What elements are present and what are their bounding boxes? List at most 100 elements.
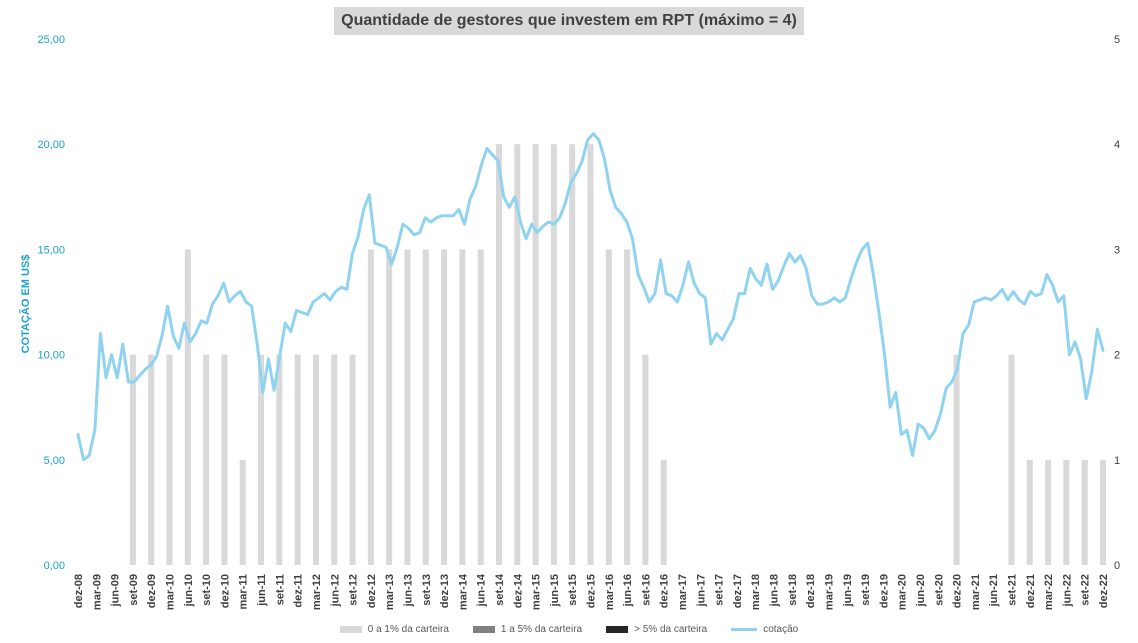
bar-0-set-12 <box>349 354 356 565</box>
legend-item-1-5: 1 a 5% da carteira <box>472 623 583 635</box>
x-tick-label: dez-11 <box>293 574 305 608</box>
bar-0-dez-12 <box>367 249 374 565</box>
x-tick-label: jun-18 <box>769 574 781 607</box>
bar-0-mar-14 <box>459 249 466 565</box>
bar-0-jun-13 <box>404 249 411 565</box>
bar-0-dez-14 <box>514 144 521 565</box>
bar-0-dez-10 <box>221 354 228 565</box>
left-axis-label: COTAÇÃO EM US$ <box>19 255 32 354</box>
legend-swatch-gray <box>472 625 495 633</box>
x-tick-label: dez-20 <box>952 574 964 608</box>
x-tick-label: set-19 <box>860 574 872 606</box>
x-tick-label: mar-19 <box>823 574 835 610</box>
legend-item-over-5: > 5% da carteira <box>606 624 707 635</box>
x-tick-label: set-17 <box>714 574 726 606</box>
x-tick-label: set-09 <box>128 574 140 606</box>
legend-swatch-light-gray <box>339 625 362 633</box>
left-tick-label: 20,00 <box>37 139 65 151</box>
x-tick-label: mar-13 <box>384 574 396 610</box>
bar-0-mar-10 <box>166 354 173 565</box>
x-tick-label: mar-17 <box>677 574 689 610</box>
bar-0-dez-16 <box>660 459 667 565</box>
bar-0-dez-20 <box>953 354 960 565</box>
x-tick-label: mar-12 <box>311 574 323 610</box>
right-tick-label: 2 <box>1114 350 1120 362</box>
bar-0-jun-12 <box>331 354 338 565</box>
legend-swatch-dark <box>606 625 629 633</box>
bar-0-dez-13 <box>441 249 448 565</box>
x-tick-label: dez-22 <box>1098 574 1110 608</box>
x-tick-label: mar-09 <box>91 574 103 610</box>
x-tick-label: dez-08 <box>73 574 85 608</box>
bar-0-set-22 <box>1081 459 1088 565</box>
legend-label: 1 a 5% da carteira <box>500 623 583 635</box>
x-tick-label: dez-10 <box>219 574 231 608</box>
x-tick-label: set-20 <box>933 574 945 606</box>
x-tick-label: set-16 <box>640 574 652 606</box>
bar-group <box>129 144 1106 565</box>
x-tick-label: jun-22 <box>1061 574 1073 607</box>
bar-0-mar-12 <box>312 354 319 565</box>
x-axis-ticks: dez-08 mar-09 jun-09 set-09 dez-09 mar-10 jun-… <box>73 573 1110 610</box>
legend-label: > 5% da carteira <box>634 623 708 635</box>
bar-0-set-15 <box>569 144 576 565</box>
x-tick-label: dez-09 <box>146 574 158 608</box>
right-axis-ticks: 0 1 2 3 4 5 <box>1114 34 1120 572</box>
x-tick-label: set-13 <box>421 574 433 606</box>
bar-0-mar-16 <box>605 249 612 565</box>
bar-0-set-10 <box>203 354 210 565</box>
x-tick-label: jun-09 <box>110 574 122 607</box>
x-tick-label: jun-10 <box>183 574 195 607</box>
bar-0-mar-15 <box>532 144 539 565</box>
x-tick-label: jun-13 <box>402 574 414 607</box>
x-tick-label: mar-15 <box>531 574 543 610</box>
right-tick-label: 4 <box>1114 139 1120 151</box>
legend: 0 a 1% da carteira 1 a 5% da carteira > … <box>0 620 1138 638</box>
right-tick-label: 1 <box>1114 455 1120 467</box>
x-tick-label: jun-15 <box>549 574 561 607</box>
x-tick-label: dez-12 <box>366 574 378 608</box>
x-tick-label: set-22 <box>1080 574 1092 606</box>
bar-0-dez-22 <box>1100 459 1106 565</box>
x-tick-label: jun-20 <box>915 574 927 607</box>
left-axis-ticks: 0,00 5,00 10,00 15,00 20,00 25,00 <box>37 34 65 572</box>
left-tick-label: 15,00 <box>37 244 65 256</box>
bar-0-set-14 <box>495 144 502 565</box>
legend-label: cotação <box>763 623 799 635</box>
chart-title: Quantidade de gestores que investem em R… <box>341 12 797 29</box>
x-tick-label: dez-17 <box>732 574 744 608</box>
left-tick-label: 25,00 <box>37 34 65 46</box>
x-tick-label: dez-15 <box>586 574 598 608</box>
x-tick-label: mar-20 <box>897 574 909 610</box>
bar-0-set-09 <box>129 354 136 565</box>
price-line <box>76 132 1105 462</box>
bar-0-jun-22 <box>1063 459 1070 565</box>
bar-0-mar-13 <box>386 249 393 565</box>
x-tick-label: jun-12 <box>329 574 341 607</box>
x-tick-label: dez-14 <box>512 573 524 608</box>
legend-item-price: cotação <box>731 624 798 635</box>
bar-0-set-11 <box>276 354 283 565</box>
bar-0-mar-22 <box>1045 459 1052 565</box>
legend-item-0-1: 0 a 1% da carteira <box>339 623 449 635</box>
bar-0-dez-15 <box>587 144 594 565</box>
x-tick-label: dez-16 <box>659 574 671 608</box>
bar-0-mar-11 <box>239 459 246 565</box>
right-tick-label: 0 <box>1114 560 1120 572</box>
chart-title-box: Quantidade de gestores que investem em R… <box>334 7 804 35</box>
bar-0-dez-11 <box>294 354 301 565</box>
x-tick-label: mar-10 <box>165 574 177 610</box>
x-tick-label: dez-18 <box>805 574 817 608</box>
legend-swatch-line <box>731 627 758 631</box>
bar-0-dez-09 <box>148 354 155 565</box>
x-tick-label: mar-11 <box>238 574 250 609</box>
x-tick-label: set-18 <box>787 574 799 606</box>
x-tick-label: jun-11 <box>256 574 268 607</box>
x-tick-label: mar-18 <box>750 574 762 610</box>
x-tick-label: set-12 <box>348 574 360 606</box>
left-tick-label: 10,00 <box>37 350 65 362</box>
bar-0-jun-14 <box>477 249 484 565</box>
right-tick-label: 3 <box>1114 244 1120 256</box>
legend-label: 0 a 1% da carteira <box>367 623 449 635</box>
